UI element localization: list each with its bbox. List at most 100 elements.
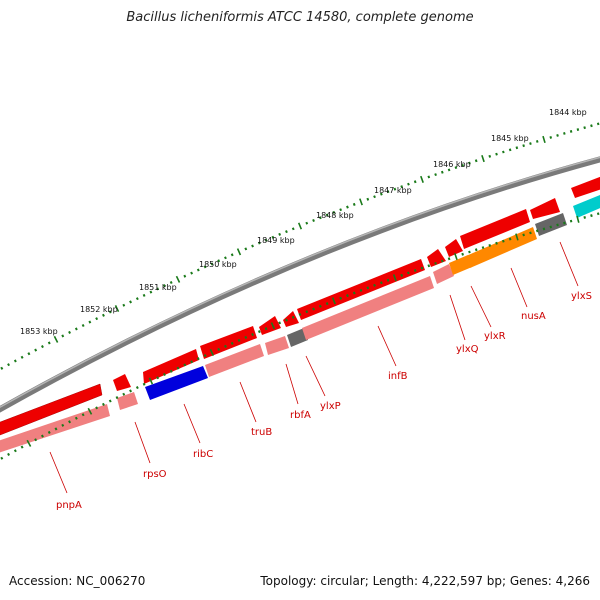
minor-tick	[366, 197, 370, 201]
minor-tick	[156, 376, 160, 380]
minor-tick	[386, 190, 390, 194]
scale-label: 1846 kbp	[433, 160, 471, 169]
feature-bar-infB	[302, 276, 434, 340]
topology-text: Topology: circular; Length: 4,222,597 bp…	[260, 574, 590, 588]
minor-tick	[74, 416, 78, 420]
minor-tick	[318, 304, 322, 308]
minor-tick	[203, 265, 207, 269]
minor-tick	[542, 227, 546, 231]
minor-tick	[102, 402, 105, 406]
gene-arrow-ribC	[143, 349, 199, 384]
minor-tick	[183, 363, 187, 367]
scale-label: 1849 kbp	[257, 236, 295, 245]
minor-tick	[339, 208, 343, 212]
gene-arrow-ylxQ	[427, 249, 446, 267]
major-tick	[454, 252, 458, 261]
minor-tick	[481, 246, 485, 250]
minor-tick	[149, 290, 153, 294]
minor-tick	[502, 150, 505, 154]
gene-label-truB: truB	[251, 427, 272, 438]
minor-tick	[13, 359, 17, 363]
minor-tick	[142, 382, 146, 386]
minor-tick	[508, 148, 512, 152]
minor-tick	[135, 297, 139, 301]
minor-tick	[47, 341, 51, 345]
feature-bar-nusA	[466, 227, 537, 268]
minor-tick	[7, 363, 10, 367]
minor-tick	[278, 232, 282, 236]
minor-tick	[264, 327, 268, 331]
major-tick	[236, 248, 242, 256]
feature-bar-ylxS	[535, 213, 567, 236]
genome-backbone	[0, 156, 600, 413]
minor-tick	[325, 302, 329, 306]
minor-tick	[529, 142, 532, 145]
gene-arrow-nusA	[460, 209, 530, 249]
gene-arrow-ylxR	[445, 239, 463, 257]
minor-tick	[434, 173, 437, 177]
minor-tick	[488, 154, 492, 158]
minor-tick	[488, 244, 492, 247]
gene-label-ribC: ribC	[193, 449, 213, 460]
feature-bar-ylxQ	[433, 264, 454, 284]
minor-tick	[590, 124, 593, 128]
scale-label: 1848 kbp	[316, 211, 354, 220]
minor-tick	[440, 259, 444, 263]
minor-tick	[359, 288, 363, 292]
minor-tick	[108, 399, 112, 403]
gene-arrow-truB	[200, 326, 257, 359]
minor-tick	[332, 210, 336, 214]
minor-tick	[163, 372, 166, 377]
minor-tick	[495, 241, 498, 245]
minor-tick	[461, 163, 464, 167]
minor-tick	[285, 318, 288, 322]
minor-tick	[434, 261, 437, 265]
minor-tick	[346, 294, 349, 298]
minor-tick	[556, 223, 559, 227]
gene-arrow-rpsO	[113, 374, 131, 391]
minor-tick	[563, 132, 566, 135]
minor-tick	[217, 259, 221, 263]
feature-bar-ribC	[145, 366, 208, 400]
minor-tick	[373, 195, 376, 199]
minor-tick	[386, 278, 390, 282]
minor-tick	[129, 300, 132, 304]
minor-tick	[563, 221, 566, 225]
gene-label-nusA: nusA	[521, 311, 546, 322]
minor-tick	[108, 310, 112, 314]
minor-tick	[440, 170, 444, 174]
scale-labels: 1844 kbp 1845 kbp 1846 kbp 1847 kbp 1848…	[20, 108, 587, 336]
minor-tick	[203, 354, 207, 358]
minor-tick	[522, 233, 525, 237]
inner-scale-ticks	[0, 212, 600, 460]
gene-label-ylxP: ylxP	[320, 401, 341, 412]
minor-tick	[244, 247, 248, 251]
minor-tick	[352, 291, 356, 295]
minor-tick	[596, 122, 600, 126]
minor-tick	[271, 235, 275, 239]
minor-tick	[556, 134, 559, 137]
minor-tick	[81, 323, 85, 328]
accession-text: Accession: NC_006270	[9, 574, 146, 588]
minor-tick	[413, 180, 417, 184]
major-tick	[114, 305, 120, 313]
minor-tick	[251, 333, 254, 336]
minor-tick	[20, 355, 24, 359]
minor-tick	[34, 348, 38, 352]
minor-tick	[68, 330, 71, 334]
minor-tick	[190, 360, 194, 364]
minor-tick	[88, 320, 92, 324]
major-tick	[392, 274, 397, 282]
gene-label-rpsO: rpsO	[143, 469, 167, 480]
minor-tick	[20, 445, 24, 449]
minor-tick	[583, 216, 586, 219]
minor-tick	[413, 269, 417, 272]
feature-bar-rpsO	[117, 392, 138, 410]
minor-tick	[217, 347, 221, 351]
major-tick	[209, 348, 215, 357]
minor-tick	[196, 357, 200, 361]
gene-arrow-next	[571, 176, 600, 198]
scale-label: 1845 kbp	[491, 134, 529, 143]
minor-tick	[400, 273, 404, 277]
outer-scale-ticks	[0, 122, 600, 370]
